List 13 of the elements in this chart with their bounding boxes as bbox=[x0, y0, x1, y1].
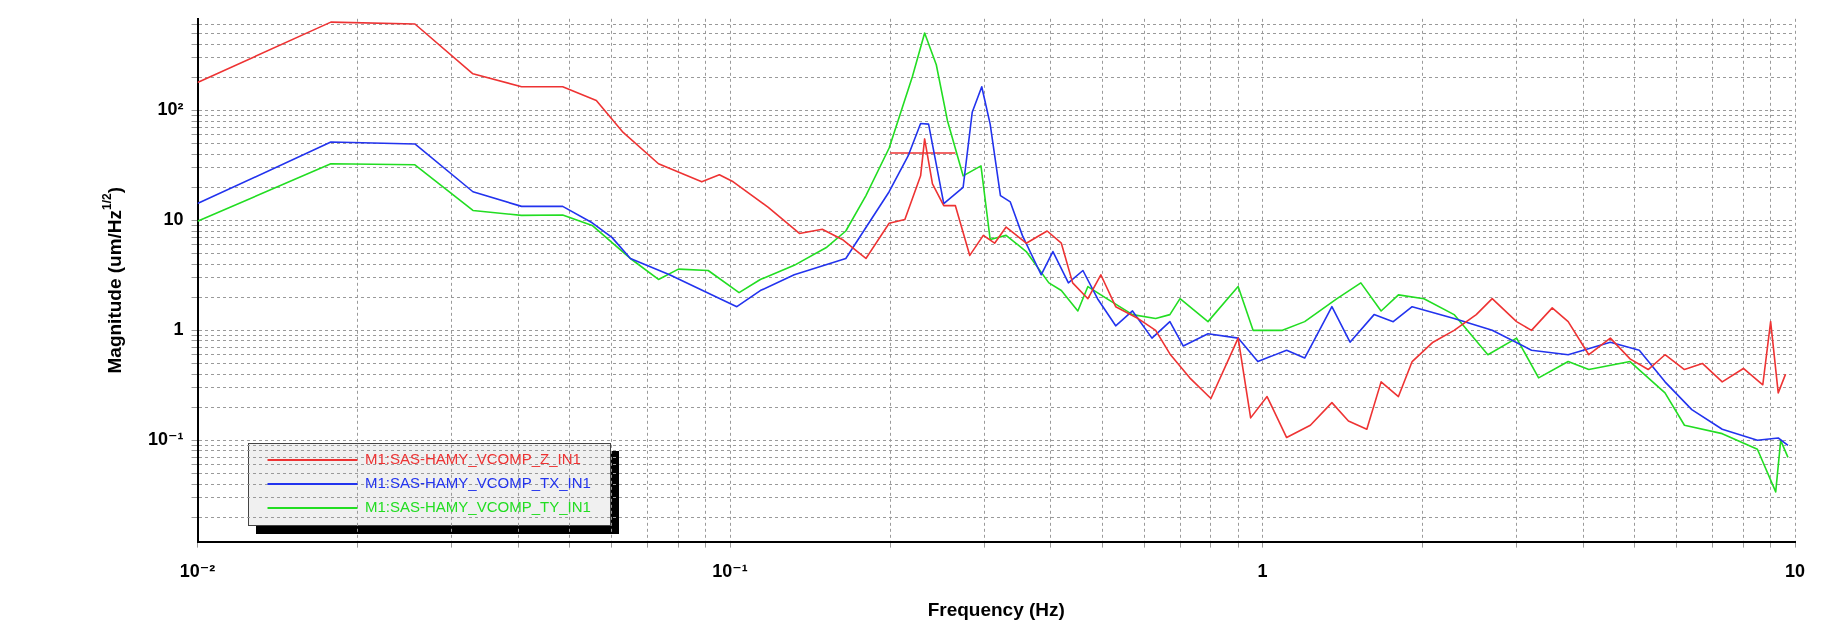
text: M1:SAS-HAMY_VCOMP_Z_IN1 bbox=[365, 450, 581, 468]
y-axis-title: Magnitude (um/Hz1/2) bbox=[100, 186, 125, 374]
text: M1:SAS-HAMY_VCOMP_TX_IN1 bbox=[365, 474, 591, 492]
x-axis-title: Frequency (Hz) bbox=[927, 598, 1065, 620]
x-tick-label: 1 bbox=[1257, 561, 1268, 582]
x-tick-label: 10 bbox=[1784, 561, 1806, 582]
y-tick-label: 10⁻¹ bbox=[147, 429, 184, 450]
y-tick-label: 10 bbox=[163, 209, 184, 230]
y-tick-label: 10² bbox=[157, 99, 184, 120]
text: M1:SAS-HAMY_VCOMP_TY_IN1 bbox=[365, 498, 591, 516]
x-tick-label: 10⁻¹ bbox=[712, 561, 748, 582]
x-tick-label: 10⁻² bbox=[179, 561, 216, 582]
y-tick-label: 1 bbox=[173, 319, 184, 340]
